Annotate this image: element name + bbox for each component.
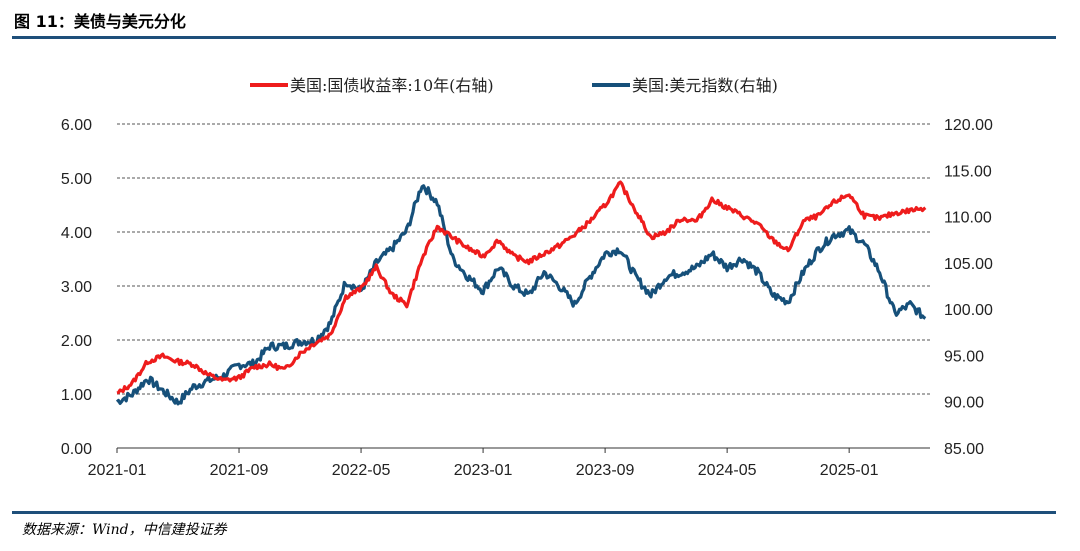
series-line-yield [116,180,927,395]
y-right-tick-label: 110.00 [944,210,992,227]
y-right-tick-label: 85.00 [944,441,984,458]
bottom-rule [12,511,1056,514]
line-chart: 美国:国债收益率:10年(右轴) 美国:美元指数(右轴) 0.00 1.00 2.00… [61,76,993,479]
x-tick-label: 2022-05 [332,462,391,479]
x-tick-label: 2021-09 [210,462,269,479]
figure-title: 图 11：美债与美元分化 [14,12,186,31]
x-tick-label: 2023-09 [576,462,635,479]
grid-lines [117,123,930,449]
y-right-tick-label: 90.00 [944,395,984,412]
x-tick-label: 2021-01 [88,462,147,479]
y-left-tick-label: 6.00 [61,117,92,134]
chart-legend: 美国:国债收益率:10年(右轴) 美国:美元指数(右轴) [250,76,778,95]
left-axis-ticks: 0.00 1.00 2.00 3.00 4.00 5.00 6.00 [61,117,92,458]
x-tick-label: 2024-05 [698,462,757,479]
legend-label: 美国:美元指数(右轴) [632,76,778,95]
y-left-tick-label: 1.00 [61,387,92,404]
y-right-tick-label: 95.00 [944,348,984,365]
y-left-tick-label: 0.00 [61,441,92,458]
y-right-tick-label: 105.00 [944,256,993,273]
right-axis-ticks: 85.00 90.00 95.00 100.00 105.00 110.00 115.00 1… [944,117,993,458]
y-left-tick-label: 2.00 [61,333,92,350]
source-note: 数据来源：Wind，中信建投证券 [22,522,227,538]
top-rule [12,36,1056,39]
y-left-tick-label: 3.00 [61,279,92,296]
y-right-tick-label: 120.00 [944,117,993,134]
y-right-tick-label: 115.00 [944,163,992,180]
legend-label: 美国:国债收益率:10年(右轴) [290,76,494,95]
x-tick-label: 2025-01 [820,462,879,479]
series-line-dxy [115,184,927,406]
y-left-tick-label: 4.00 [61,225,92,242]
x-axis-ticks: 2021-01 2021-09 2022-05 2023-01 2023-09 2024-… [88,448,879,479]
y-left-tick-label: 5.00 [61,171,92,188]
y-right-tick-label: 100.00 [944,302,993,319]
x-tick-label: 2023-01 [454,462,513,479]
series-lines [115,180,927,406]
